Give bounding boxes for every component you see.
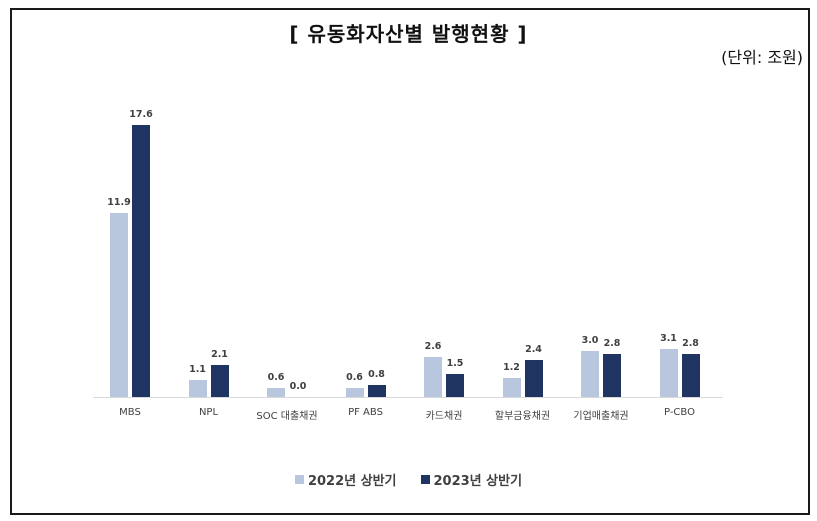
data-label: 2.4 xyxy=(525,344,542,355)
unit-label: (단위: 조원) xyxy=(721,48,803,67)
bar-2022-6 xyxy=(581,351,599,397)
data-label: 0.6 xyxy=(346,372,363,383)
category-label: 할부금융채권 xyxy=(494,411,551,422)
data-label: 3.0 xyxy=(581,335,599,346)
data-label: 1.2 xyxy=(503,362,520,373)
data-label: 2.6 xyxy=(424,341,442,352)
data-label: 0.6 xyxy=(267,372,285,383)
bar-2023-6 xyxy=(603,354,621,397)
bar-2023-7 xyxy=(681,354,700,397)
bar-2022-0 xyxy=(110,213,128,397)
bar-2022-2 xyxy=(267,388,285,397)
x-axis-line xyxy=(93,397,723,398)
category-label: 카드채권 xyxy=(425,411,463,422)
data-label: 11.9 xyxy=(107,197,131,208)
category-label: NPL xyxy=(198,407,219,418)
legend-label-2022: 2022년 상반기 xyxy=(307,474,397,489)
bar-2023-5 xyxy=(524,360,543,397)
chart-title: [ 유동화자산별 발행현황 ] xyxy=(289,22,528,46)
data-label: 0.0 xyxy=(289,381,307,392)
legend-swatch-2023 xyxy=(420,475,430,484)
data-label: 17.6 xyxy=(129,109,153,120)
data-label: 0.8 xyxy=(368,369,385,380)
bar-2022-4 xyxy=(424,357,442,397)
bar-2023-1 xyxy=(210,365,229,397)
legend-item-2022: 2022년 상반기 xyxy=(294,470,397,489)
bar-2023-3 xyxy=(367,385,386,397)
bar-2022-7 xyxy=(659,349,678,397)
data-label: 2.8 xyxy=(603,338,621,349)
category-label: PF ABS xyxy=(348,407,383,418)
bar-2023-4 xyxy=(446,374,464,397)
bar-2022-1 xyxy=(188,380,207,397)
legend-item-2023: 2023년 상반기 xyxy=(420,470,523,489)
data-label: 1.5 xyxy=(446,358,464,369)
category-label: SOC 대출채권 xyxy=(256,411,318,422)
data-label: 2.1 xyxy=(211,349,228,360)
bar-2022-3 xyxy=(345,388,364,397)
legend-swatch-2022 xyxy=(294,475,304,484)
data-label: 3.1 xyxy=(660,333,677,344)
data-label: 1.1 xyxy=(189,364,206,375)
data-label: 2.8 xyxy=(682,338,699,349)
bar-2022-5 xyxy=(502,378,521,397)
category-label: P-CBO xyxy=(664,407,695,418)
legend-label-2023: 2023년 상반기 xyxy=(433,474,523,489)
category-label: 기업매출채권 xyxy=(573,411,629,422)
legend: 2022년 상반기 2023년 상반기 xyxy=(0,470,817,489)
category-label: MBS xyxy=(119,407,141,418)
bar-2023-0 xyxy=(132,125,150,397)
